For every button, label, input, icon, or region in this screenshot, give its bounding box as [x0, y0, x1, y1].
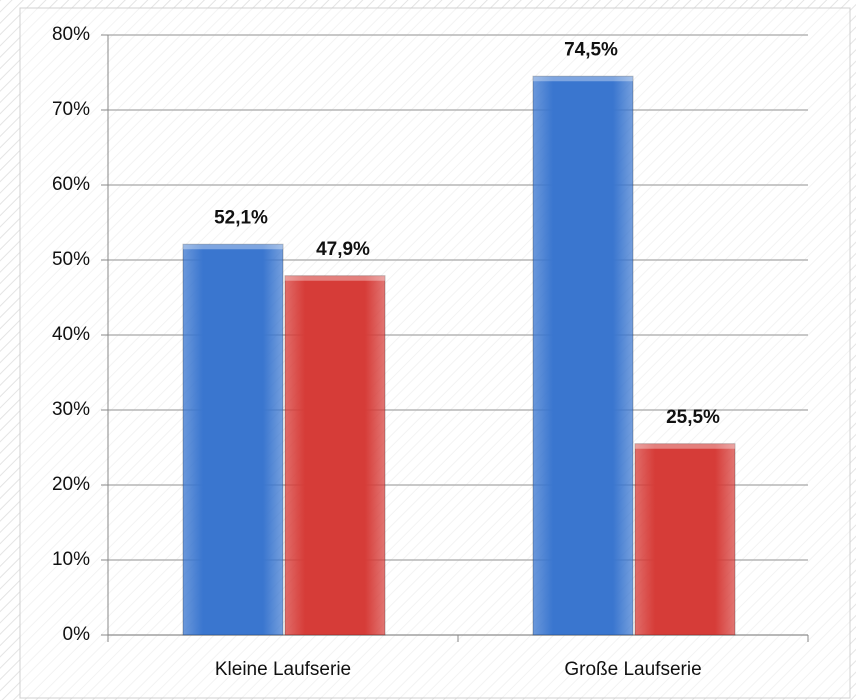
- y-tick-label: 10%: [52, 549, 90, 570]
- bar-cap: [533, 76, 633, 82]
- x-tick-label: Kleine Laufserie: [215, 659, 351, 680]
- y-tick-label: 60%: [52, 174, 90, 195]
- y-tick-label: 30%: [52, 399, 90, 420]
- y-tick-label: 20%: [52, 474, 90, 495]
- x-tick-label: Große Laufserie: [564, 659, 701, 680]
- data-label: 74,5%: [564, 39, 618, 60]
- bar: [182, 243, 284, 636]
- y-tick-label: 80%: [52, 24, 90, 45]
- y-tick-label: 40%: [52, 324, 90, 345]
- y-tick-label: 50%: [52, 249, 90, 270]
- bar-cap: [285, 275, 385, 281]
- data-label: 47,9%: [316, 239, 370, 260]
- bar-cap: [635, 443, 735, 449]
- bar: [532, 75, 634, 636]
- data-label: 25,5%: [666, 407, 720, 428]
- bar: [284, 275, 386, 636]
- bar: [634, 443, 736, 636]
- data-label: 52,1%: [214, 207, 268, 228]
- y-tick-label: 0%: [63, 624, 91, 645]
- y-tick-label: 70%: [52, 99, 90, 120]
- bar-cap: [183, 244, 283, 250]
